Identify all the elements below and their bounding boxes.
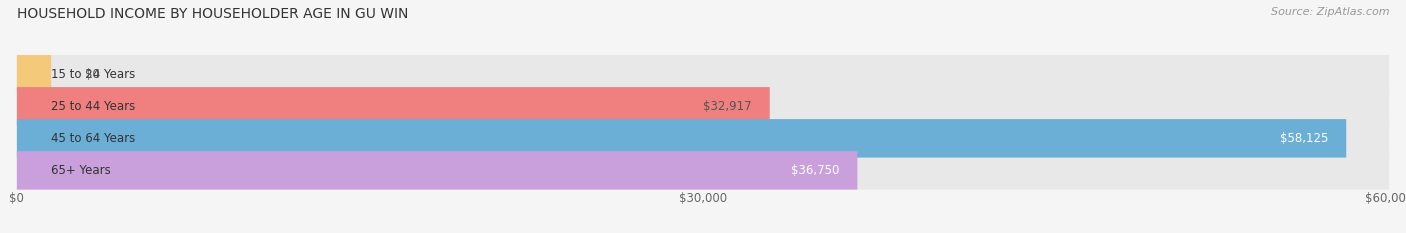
FancyBboxPatch shape [17,119,1347,158]
Text: $32,917: $32,917 [703,100,751,113]
FancyBboxPatch shape [17,151,858,190]
Text: $0: $0 [86,68,100,81]
FancyBboxPatch shape [17,55,1389,93]
Text: 45 to 64 Years: 45 to 64 Years [51,132,135,145]
FancyBboxPatch shape [17,87,769,126]
Text: 25 to 44 Years: 25 to 44 Years [51,100,135,113]
FancyBboxPatch shape [17,119,1389,158]
FancyBboxPatch shape [17,55,51,93]
Text: 15 to 24 Years: 15 to 24 Years [51,68,135,81]
FancyBboxPatch shape [17,87,1389,126]
Text: 65+ Years: 65+ Years [51,164,111,177]
FancyBboxPatch shape [17,151,1389,190]
Text: $36,750: $36,750 [790,164,839,177]
Text: $58,125: $58,125 [1279,132,1327,145]
Text: Source: ZipAtlas.com: Source: ZipAtlas.com [1271,7,1389,17]
Text: HOUSEHOLD INCOME BY HOUSEHOLDER AGE IN GU WIN: HOUSEHOLD INCOME BY HOUSEHOLDER AGE IN G… [17,7,408,21]
